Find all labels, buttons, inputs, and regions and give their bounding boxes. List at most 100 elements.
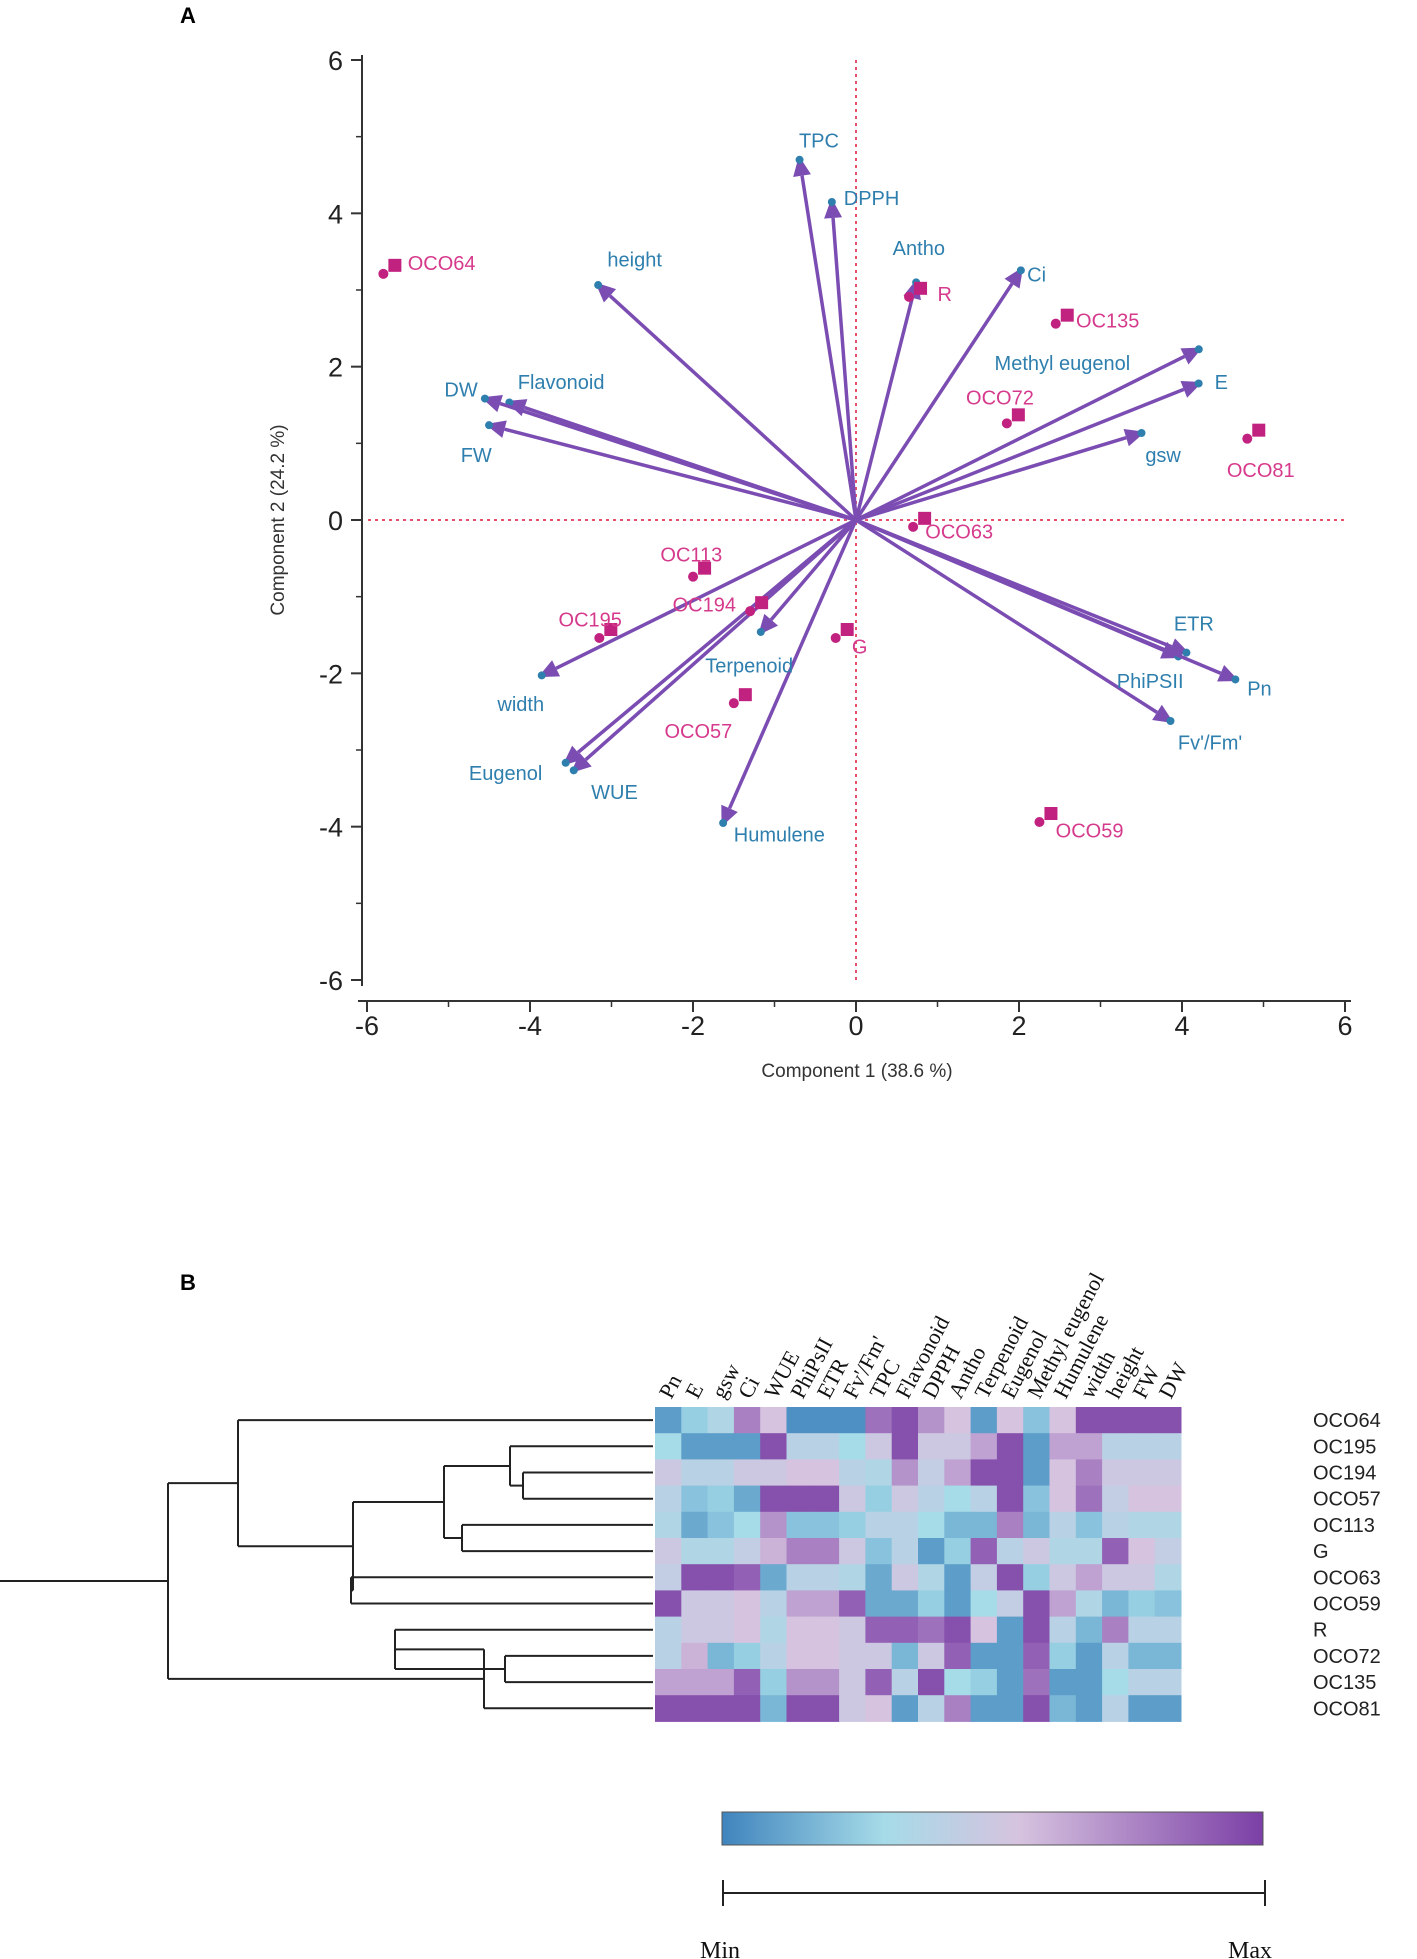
heatmap-cell: [1049, 1695, 1077, 1722]
heatmap-cell: [891, 1695, 919, 1722]
heatmap-cell: [655, 1616, 682, 1644]
heatmap-cell: [655, 1459, 682, 1487]
heatmap-cell: [865, 1511, 893, 1539]
heatmap-cell: [996, 1590, 1024, 1618]
heatmap-cell: [681, 1669, 709, 1696]
heatmap-cell: [970, 1590, 998, 1618]
row-label: OCO72: [1313, 1646, 1381, 1668]
heatmap-cell: [760, 1642, 787, 1670]
heatmap-cell: [1128, 1695, 1156, 1722]
sample-marker-square-oc135: [1060, 308, 1074, 322]
heatmap-cell: [1102, 1485, 1129, 1513]
heatmap-cell: [1023, 1538, 1050, 1565]
sample-marker-dot-oco81: [1242, 433, 1253, 444]
loading-label-terpenoid: Terpenoid: [705, 656, 793, 678]
heatmap-cell: [1075, 1616, 1103, 1644]
heatmap-cell: [655, 1669, 682, 1696]
x-tick-label: -4: [518, 1011, 542, 1041]
heatmap-cell: [812, 1590, 840, 1618]
sample-marker-square-oco64: [388, 258, 402, 272]
heatmap-cell: [891, 1538, 919, 1565]
heatmap-cell: [865, 1669, 893, 1696]
heatmap-cell: [918, 1590, 945, 1618]
heatmap-cell: [1049, 1590, 1077, 1618]
biplot-reference-lines: [368, 60, 1345, 980]
row-label: OC135: [1313, 1672, 1376, 1694]
heatmap-cell: [733, 1590, 761, 1618]
sample-label-oc135: OC135: [1076, 311, 1139, 333]
heatmap-cell: [707, 1564, 735, 1591]
heatmap-cell: [996, 1511, 1024, 1539]
loading-label-dpph: DPPH: [844, 188, 900, 210]
row-label: OC113: [1313, 1515, 1375, 1537]
y-tick-label: 0: [328, 506, 343, 536]
heatmap-cell: [1075, 1695, 1103, 1722]
sample-label-oco59: OCO59: [1056, 821, 1124, 843]
loading-endpoint-fv-fm: [1166, 717, 1175, 726]
color-scale-bar: [721, 1811, 1264, 1846]
heatmap-cell: [839, 1590, 866, 1618]
sample-points: [378, 258, 1266, 827]
heatmap-cell: [681, 1564, 709, 1591]
heatmap-cell: [865, 1433, 893, 1460]
heatmap-cell: [1049, 1669, 1077, 1696]
sample-label-oc113: OC113: [660, 545, 722, 567]
heatmap-cell: [655, 1485, 682, 1513]
heatmap-cell: [1102, 1511, 1129, 1539]
heatmap-cell: [918, 1407, 945, 1434]
heatmap-cell: [1154, 1511, 1182, 1539]
y-tick-label: 2: [328, 353, 343, 383]
heatmap-cell: [918, 1538, 945, 1565]
heatmap-cell: [1075, 1485, 1103, 1513]
sample-marker-square-oco59: [1044, 807, 1058, 820]
heatmap-cell: [891, 1642, 919, 1670]
loading-arrow-fw: [504, 427, 857, 522]
heatmap-cell: [1023, 1669, 1050, 1696]
loading-arrow-e: [855, 387, 1185, 522]
heatmap-cell: [970, 1433, 998, 1460]
heatmap-cell: [944, 1433, 972, 1460]
heatmap-cell: [918, 1669, 945, 1696]
heatmap-cell: [733, 1485, 761, 1513]
row-label: OCO63: [1313, 1567, 1381, 1589]
sample-marker-dot-r: [904, 291, 915, 302]
heatmap-cell: [707, 1538, 735, 1565]
heatmap-cell: [1154, 1669, 1182, 1696]
heatmap-cell: [839, 1695, 866, 1722]
loading-arrow-dw: [499, 401, 857, 522]
heatmap-cell: [970, 1407, 998, 1434]
heatmap-cell: [1075, 1433, 1103, 1460]
heatmap-cell: [996, 1538, 1024, 1565]
heatmap-cell: [865, 1485, 893, 1513]
heatmap-cell: [891, 1485, 919, 1513]
heatmap-cell: [786, 1564, 814, 1591]
heatmap-cell: [1049, 1485, 1077, 1513]
heatmap-cell: [1023, 1616, 1050, 1644]
heatmap-cell: [1075, 1642, 1103, 1670]
loading-label-height: height: [607, 249, 662, 271]
heatmap-cell: [1049, 1564, 1077, 1591]
heatmap-cell: [970, 1642, 998, 1670]
loading-arrow-eugenol: [576, 518, 858, 754]
sample-marker-dot-oco64: [378, 268, 389, 279]
loading-endpoint-phipsii: [1182, 648, 1191, 657]
loading-label-gsw: gsw: [1145, 445, 1181, 467]
heatmap-cell: [812, 1642, 840, 1670]
heatmap-cell: [918, 1642, 945, 1670]
x-tick-label: 4: [1174, 1011, 1189, 1041]
heatmap-cell: [996, 1459, 1024, 1487]
heatmap-cell: [1128, 1538, 1156, 1565]
heatmap-cell: [1049, 1433, 1077, 1460]
heatmap-cell: [1049, 1407, 1077, 1434]
loading-endpoint-eugenol: [561, 758, 570, 767]
heatmap-cell: [812, 1616, 840, 1644]
sample-marker-dot-oco59: [1034, 817, 1045, 827]
heatmap-cell: [733, 1511, 761, 1539]
heatmap-cell: [1023, 1485, 1050, 1513]
loading-arrow-tpc: [800, 175, 858, 521]
heatmap-cell: [655, 1590, 682, 1618]
heatmap-cell: [733, 1616, 761, 1644]
heatmap-cell: [865, 1695, 893, 1722]
